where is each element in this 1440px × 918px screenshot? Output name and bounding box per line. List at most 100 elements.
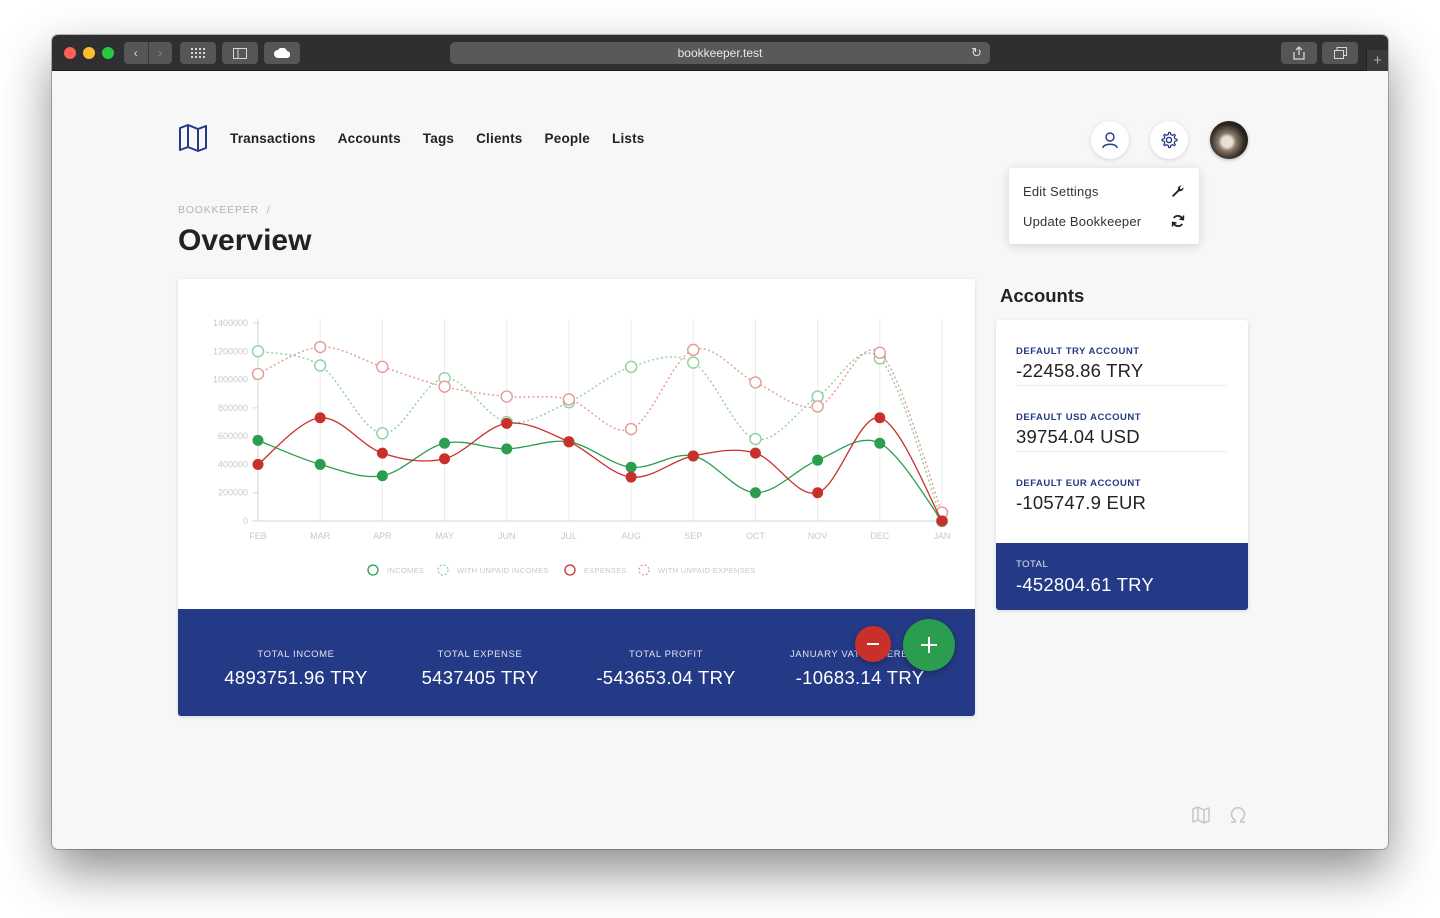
map-footer-icon[interactable] (1191, 805, 1211, 825)
new-tab-button[interactable]: + (1366, 50, 1388, 71)
data-point-hollow (376, 360, 389, 374)
plus-icon (921, 637, 937, 653)
y-tick-label: 1200000 (213, 346, 248, 356)
data-point-hollow (749, 432, 762, 446)
data-point (252, 434, 264, 446)
nav-clients[interactable]: Clients (476, 131, 523, 146)
stat-total-income: TOTAL INCOME 4893751.96 TRY (201, 649, 391, 689)
sync-icon (1171, 215, 1185, 227)
sidebar-icon (233, 47, 247, 59)
zoom-window-button[interactable] (102, 47, 114, 59)
nav-transactions[interactable]: Transactions (230, 131, 316, 146)
data-point (749, 447, 761, 459)
breadcrumb-root[interactable]: BOOKKEEPER (178, 204, 259, 216)
address-bar[interactable]: bookkeeper.test ↻ (450, 42, 990, 64)
data-point-hollow (873, 346, 887, 359)
x-tick-label: APR (373, 531, 392, 541)
account-label: DEFAULT TRY ACCOUNT (1016, 346, 1140, 357)
data-point (687, 450, 699, 462)
back-arrow-icon[interactable]: ‹ (133, 46, 138, 60)
map-logo-icon[interactable] (178, 123, 208, 153)
legend-label: EXPENSES (584, 566, 627, 575)
avatar[interactable] (1210, 121, 1248, 159)
account-item-eur[interactable]: DEFAULT EUR ACCOUNT -105747.9 EUR (1016, 452, 1228, 518)
data-point-hollow (313, 359, 327, 372)
series-line (257, 346, 943, 513)
gear-icon (1161, 131, 1178, 149)
account-item-usd[interactable]: DEFAULT USD ACCOUNT 39754.04 USD (1016, 386, 1228, 452)
data-point-hollow (438, 380, 451, 393)
omega-footer-icon[interactable] (1228, 805, 1248, 825)
data-point (501, 417, 513, 429)
data-point (439, 437, 451, 449)
overview-line-chart: 0 200000 400000 600000 800000 1000000 1200000 1… (213, 318, 951, 576)
forward-arrow-icon[interactable]: › (158, 46, 163, 60)
account-label: DEFAULT USD ACCOUNT (1016, 412, 1142, 423)
x-tick-label: AUG (621, 531, 641, 541)
data-point (314, 412, 326, 424)
minimize-window-button[interactable] (83, 47, 95, 59)
y-tick-label: 200000 (218, 488, 248, 498)
data-point (501, 443, 513, 455)
reload-icon[interactable]: ↻ (971, 45, 982, 60)
total-label: TOTAL (1016, 559, 1049, 570)
add-expense-button[interactable] (855, 626, 891, 662)
data-point (936, 515, 948, 527)
icloud-tabs-button[interactable] (264, 42, 300, 64)
stat-value: -10683.14 TRY (795, 667, 925, 688)
menu-item-update-bookkeeper[interactable]: Update Bookkeeper (1023, 206, 1185, 236)
tabs-overview-button[interactable] (1322, 42, 1358, 64)
x-tick-label: NOV (808, 531, 828, 541)
stat-value: 5437405 TRY (421, 667, 539, 688)
series-line (257, 439, 943, 522)
account-balance: 39754.04 USD (1016, 426, 1140, 447)
data-point (563, 436, 575, 448)
legend-marker (638, 564, 650, 576)
data-point (376, 470, 388, 482)
data-point-hollow (624, 422, 638, 436)
data-point-hollow (811, 400, 824, 413)
stat-value: -543653.04 TRY (596, 667, 736, 688)
minus-icon (867, 643, 879, 645)
data-point-hollow (500, 390, 513, 403)
totals-band: TOTAL INCOME 4893751.96 TRY TOTAL EXPENS… (178, 609, 975, 716)
x-tick-label: JAN (933, 531, 950, 541)
account-item-try[interactable]: DEFAULT TRY ACCOUNT -22458.86 TRY (1016, 320, 1228, 386)
breadcrumb-separator: / (266, 204, 271, 216)
back-forward-buttons: ‹ › (124, 42, 172, 64)
stat-label: TOTAL INCOME (257, 649, 335, 660)
legend-marker (437, 564, 449, 576)
user-button[interactable] (1091, 121, 1129, 159)
x-tick-label: MAY (435, 531, 454, 541)
total-value: -452804.61 TRY (1016, 574, 1154, 595)
nav-tags[interactable]: Tags (422, 131, 455, 146)
cloud-icon (274, 48, 290, 58)
share-button[interactable] (1281, 42, 1317, 64)
menu-item-edit-settings[interactable]: Edit Settings (1023, 176, 1185, 206)
series-line (257, 350, 943, 522)
data-point-hollow (251, 367, 265, 381)
data-point-hollow (687, 343, 700, 357)
legend-label: WITH UNPAID INCOMES (457, 566, 549, 575)
settings-dropdown: Edit Settings Update Bookkeeper (1009, 168, 1199, 244)
data-point (749, 487, 761, 499)
y-tick-label: 0 (243, 516, 248, 526)
nav-people[interactable]: People (544, 131, 590, 146)
grid-view-button[interactable] (180, 42, 216, 64)
nav-accounts[interactable]: Accounts (337, 131, 401, 146)
tabs-icon (1333, 47, 1347, 59)
x-tick-label: DEC (870, 531, 890, 541)
close-window-button[interactable] (64, 47, 76, 59)
settings-button[interactable] (1150, 121, 1188, 159)
data-point (874, 412, 886, 424)
data-point-hollow (687, 356, 700, 369)
nav-lists[interactable]: Lists (612, 131, 645, 146)
data-point-hollow (313, 340, 327, 354)
legend-label: WITH UNPAID EXPENSES (658, 566, 756, 575)
stat-label: TOTAL EXPENSE (437, 649, 523, 660)
grid-icon (191, 48, 205, 58)
add-income-button[interactable] (903, 619, 955, 671)
y-tick-label: 600000 (218, 431, 248, 441)
x-tick-label: MAR (310, 531, 331, 541)
sidebar-toggle-button[interactable] (222, 42, 258, 64)
